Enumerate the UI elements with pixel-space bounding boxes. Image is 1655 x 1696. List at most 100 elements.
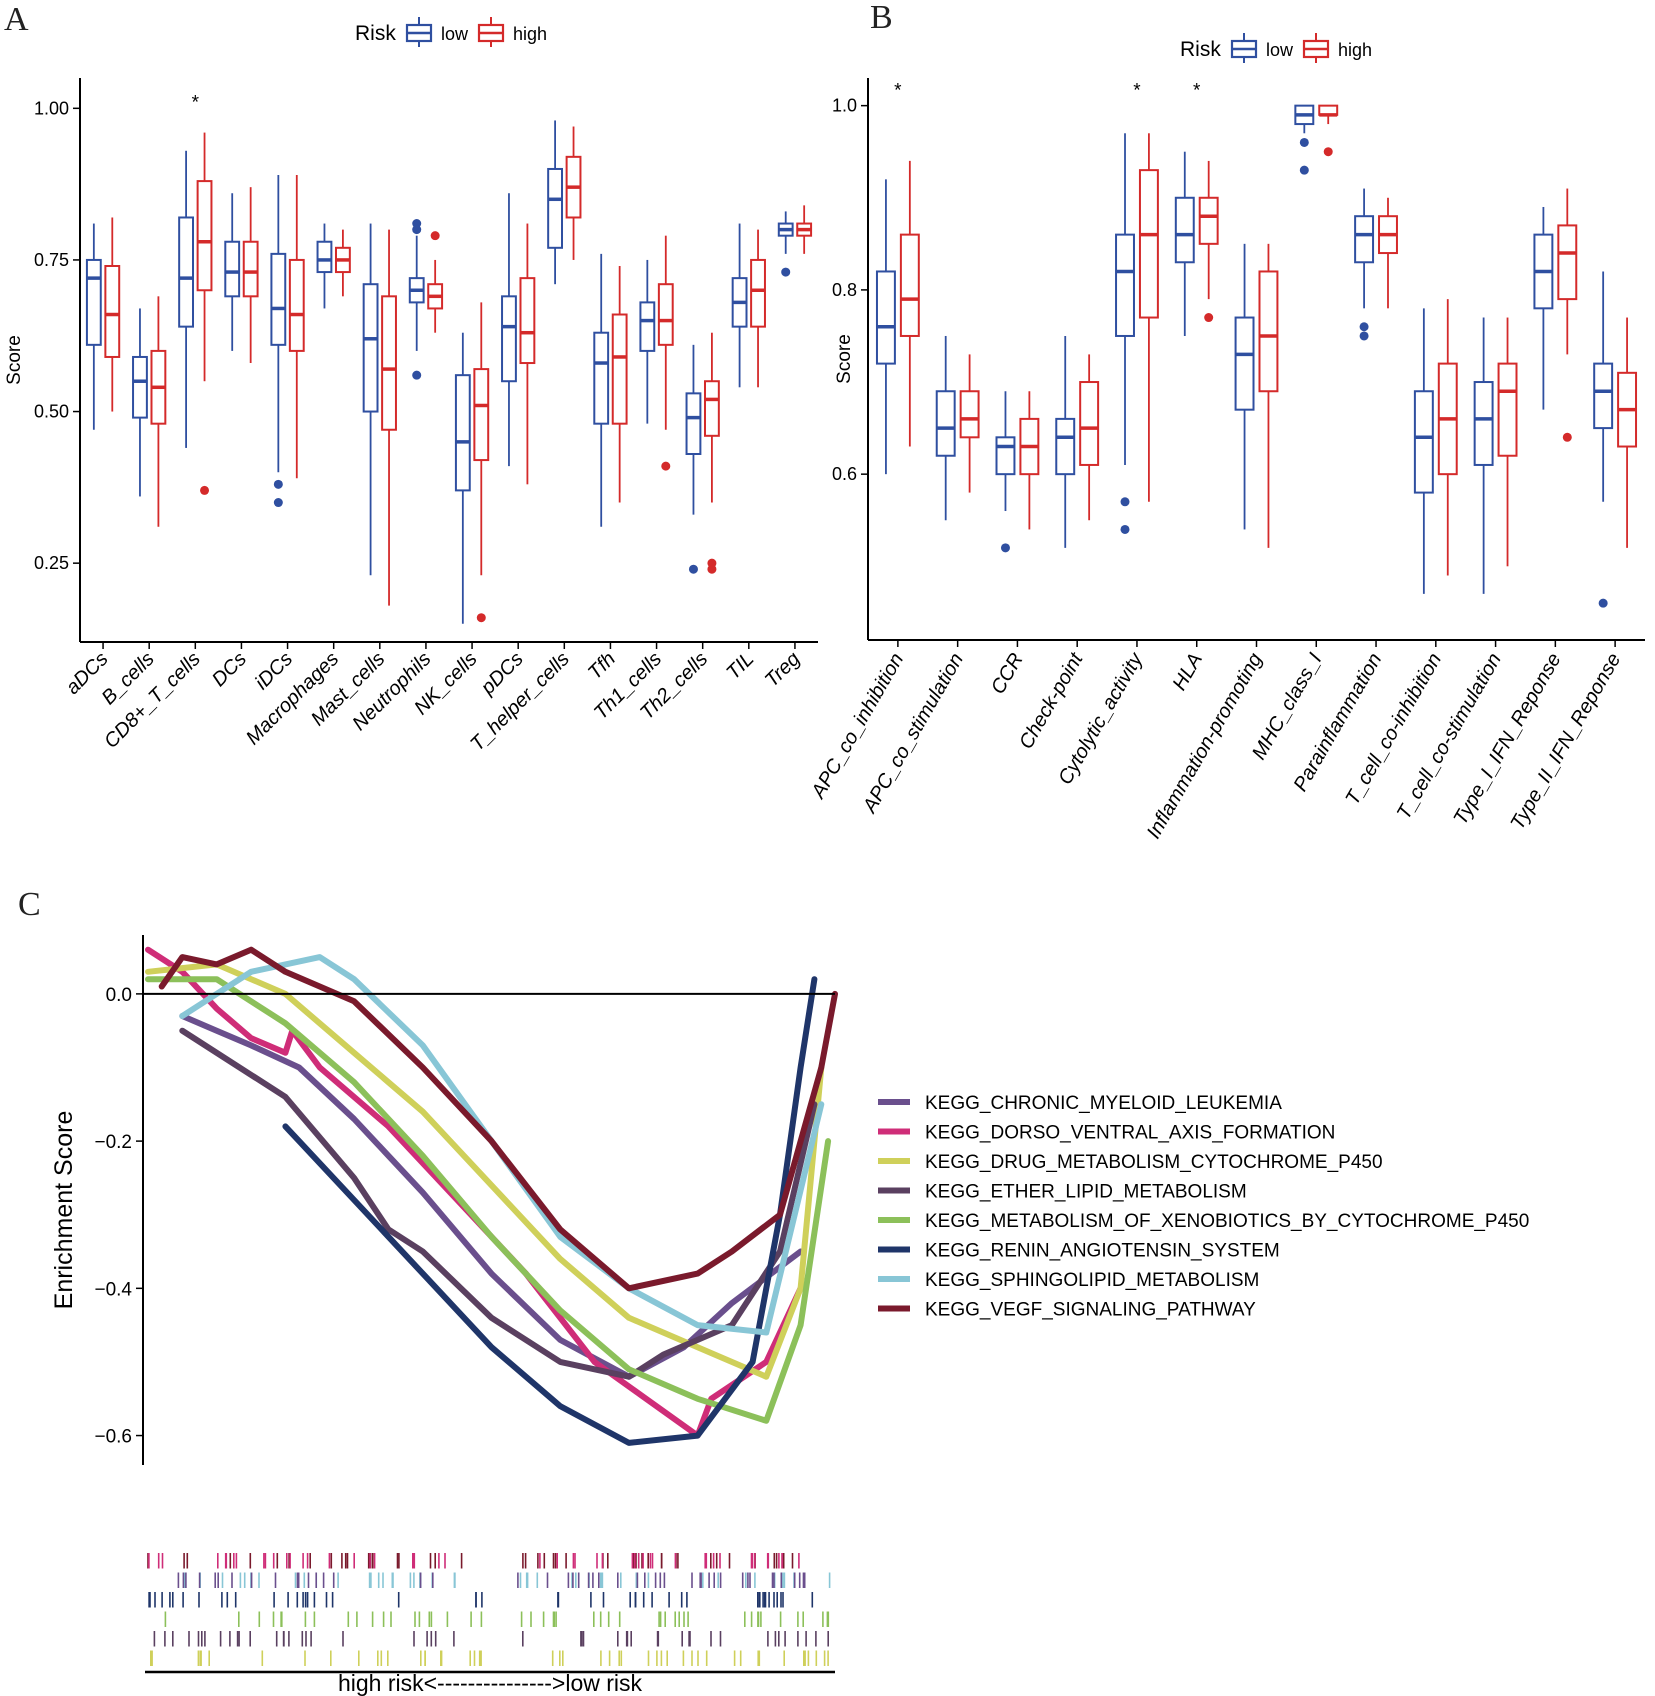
box-low-iDCs [270,175,287,508]
box-high-Check-point [1079,354,1100,521]
significance-star: * [1133,80,1141,101]
significance-star: * [1193,80,1201,101]
outlier-point [200,485,210,495]
box-iqr [85,258,102,346]
box-iqr [995,436,1016,476]
x-tick-label: DCs [208,648,251,691]
legend-label: KEGG_DORSO_VENTRAL_AXIS_FORMATION [925,1123,1335,1144]
outlier-point [661,461,671,471]
box-high-Inflammation-promoting [1258,243,1279,548]
box-low-T_helper_cells [547,120,564,285]
box-iqr [611,313,628,425]
panel-c-enrichment-plot: 0.0 −0.2 −0.4 −0.6 Enrichment Score KEGG_CHRO… [50,935,1529,1696]
outlier-point [1562,432,1572,442]
box-iqr [875,270,896,365]
outlier-point [430,231,440,241]
x-tick-label: TIL [722,648,758,684]
box-iqr [1234,316,1255,411]
box-low-T_cell_co-stimulation [1473,317,1494,594]
legend-title: Risk [1180,38,1221,61]
box-high-TIL [750,229,766,388]
box-high-MHC_class_I [1318,104,1339,157]
box-low-Check-point [1055,335,1076,548]
box-low-Macrophages [316,223,333,309]
box-high-HLA [1198,160,1219,323]
outlier-point [688,564,698,574]
outlier-point [1120,524,1130,534]
legend-label-high: high [1338,40,1372,60]
box-high-Treg [796,205,813,254]
y-tick-label: 0.0 [106,985,132,1006]
box-iqr [1174,196,1195,264]
box-iqr [959,390,980,439]
enrichment-line-3 [179,1027,818,1380]
box-iqr [519,277,536,365]
box-low-Neutrophils [408,219,425,380]
box-high-Cytolytic_activity [1138,133,1159,502]
x-tick-label: CCR [987,650,1028,699]
box-low-Treg [777,211,794,277]
x-axis-title: high risk<--------------->low risk [338,1670,643,1696]
x-tick-label: T_cell_co-stimulation [1393,650,1506,824]
box-high-Mast_cells [381,229,397,606]
box-iqr [1557,224,1578,301]
x-tick-label: Inflammation-promoting [1143,650,1267,843]
outlier-point [1299,165,1309,175]
box-iqr [104,265,121,358]
outlier-point [1120,497,1130,507]
outlier-point [1323,147,1333,157]
box-low-B_cells [132,308,148,497]
box-high-T_helper_cells [565,126,582,260]
box-low-Inflammation-promoting [1234,243,1255,530]
box-iqr [899,233,920,337]
box-iqr [547,167,564,249]
box-iqr [178,216,195,328]
box-low-Th1_cells [639,259,656,424]
box-high-Th2_cells [703,332,720,574]
x-tick-label: HLA [1169,650,1208,695]
box-iqr [1198,196,1219,245]
box-low-Type_I_IFN_Reponse [1533,206,1554,410]
box-high-B_cells [150,296,167,527]
enrichment-line-6 [179,954,825,1336]
legend-label: KEGG_VEGF_SIGNALING_PATHWAY [925,1300,1256,1321]
box-low-DCs [224,193,241,351]
box-low-TIL [731,223,748,388]
box-iqr [454,374,471,492]
x-tick-label: Type_I_IFN_Reponse [1450,650,1566,829]
box-low-APC_co_inhibition [875,179,896,475]
box-iqr [224,240,241,298]
enrichment-line-5 [282,976,818,1446]
outlier-point [1598,598,1608,608]
box-low-APC_co_stimulation [935,335,956,521]
enrichment-line-1 [145,946,804,1439]
legend-label: KEGG_ETHER_LIPID_METABOLISM [925,1182,1247,1203]
outlier-point [707,564,717,574]
box-low-Tfh [593,253,610,527]
legend-label: KEGG_DRUG_METABOLISM_CYTOCHROME_P450 [925,1152,1383,1173]
x-tick-label: Type_II_IFN_Reponse [1507,650,1626,834]
box-low-Th2_cells [685,344,702,574]
legend-label: KEGG_METABOLISM_OF_XENOBIOTICS_BY_CYTOCH… [925,1211,1529,1232]
significance-star: * [894,80,902,101]
legend-key-high [1302,33,1330,63]
box-iqr [639,301,656,352]
y-tick-label: 0.25 [34,553,69,573]
box-iqr [1497,362,1518,457]
box-iqr [1258,270,1279,393]
box-low-Type_II_IFN_Reponse [1593,271,1614,608]
box-iqr [362,283,379,413]
legend-key-low [1230,33,1258,63]
outlier-point [1359,322,1369,332]
box-low-Parainflammation [1354,188,1375,341]
legend-key-low [405,17,433,47]
box-iqr [1593,362,1614,430]
box-high-iDCs [288,175,305,479]
legend-label: KEGG_CHRONIC_MYELOID_LEUKEMIA [925,1093,1282,1114]
y-tick-label: −0.2 [94,1132,132,1153]
enrichment-line-0 [179,1013,804,1380]
outlier-point [273,479,283,489]
box-iqr [593,331,610,425]
